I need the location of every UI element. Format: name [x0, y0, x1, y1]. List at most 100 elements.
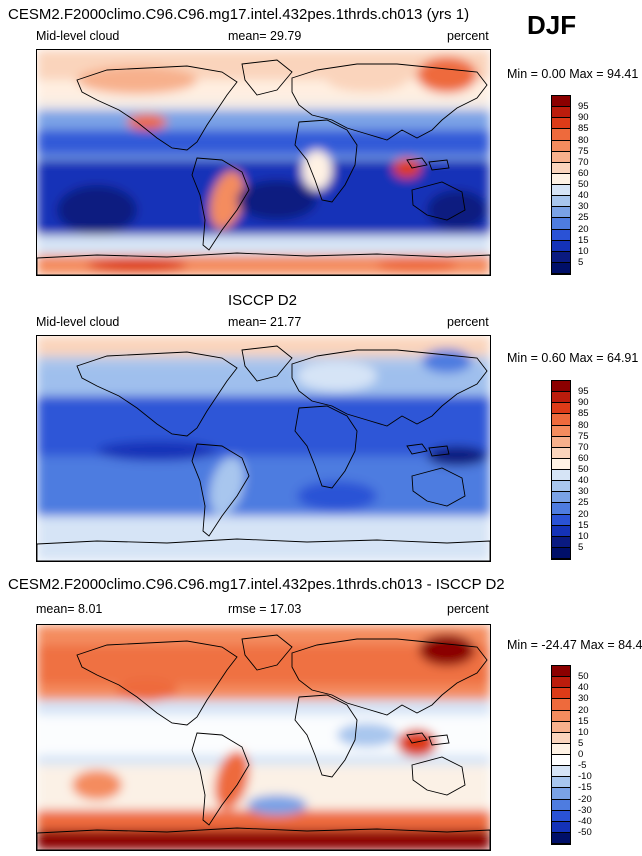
colorbar-tick-label: 25 [578, 497, 589, 509]
colorbar-tick-label: 90 [578, 112, 589, 124]
panel1-units: percent [447, 29, 489, 43]
coastline [291, 349, 488, 427]
coastline [191, 443, 250, 537]
coastline [428, 445, 450, 457]
field-band [37, 830, 490, 850]
colorbar-swatch [552, 151, 570, 163]
colorbar-tick-label: 30 [578, 201, 589, 213]
colorbar-swatch [552, 525, 570, 537]
colorbar-tick-label: 10 [578, 726, 589, 738]
field-contour [87, 258, 187, 272]
panel3-map [36, 624, 491, 851]
colorbar-tick-label: 85 [578, 123, 589, 135]
colorbar-tick-label: 90 [578, 397, 589, 409]
colorbar-swatch [552, 107, 570, 119]
panel3-colorbar: 50 40 30 20 15 10 5 0 -5 -10 -15 -20 -30 -40 -50 [551, 665, 592, 845]
panel1-colorbar: 95 90 85 80 75 70 60 50 40 30 25 20 15 10 5 [551, 95, 589, 275]
coastline [241, 59, 293, 96]
colorbar-tick-label: 5 [578, 541, 584, 553]
field-contour [419, 634, 475, 666]
field-band [37, 356, 490, 396]
field-contour [302, 150, 332, 190]
colorbar-swatch [552, 129, 570, 141]
colorbar-tick-label: 60 [578, 452, 589, 464]
colorbar-swatch [552, 458, 570, 470]
field-contour [127, 114, 167, 130]
colorbar-swatch [552, 403, 570, 415]
colorbar-tick-label: 20 [578, 508, 589, 520]
coastline [191, 157, 250, 251]
field-band [37, 516, 490, 561]
colorbar-tick-label: 70 [578, 156, 589, 168]
coastline [241, 345, 293, 382]
colorbar-tick-label: 5 [578, 256, 584, 268]
colorbar-swatch [552, 832, 570, 844]
colorbar-swatch [552, 503, 570, 515]
field-contour [209, 170, 245, 230]
colorbar-tick-label: 25 [578, 212, 589, 224]
colorbar-tick-label: -5 [578, 760, 587, 772]
coastline [294, 405, 358, 489]
panel2-field [37, 336, 490, 561]
colorbar-swatch [552, 677, 570, 689]
colorbar-swatch [552, 710, 570, 722]
colorbar-swatch [552, 788, 570, 800]
field-band [37, 130, 490, 155]
colorbar-tick-label: -50 [578, 826, 592, 838]
field-contour [327, 68, 407, 92]
colorbar-swatch [552, 162, 570, 174]
season-label: DJF [527, 10, 577, 40]
panel3-units: percent [447, 602, 489, 616]
coastline [37, 538, 490, 561]
coastline [411, 756, 466, 796]
colorbar-tick-label: -15 [578, 782, 592, 794]
colorbar-tick-label: 50 [578, 179, 589, 190]
colorbar-swatch [552, 755, 570, 767]
colorbar-swatch [552, 514, 570, 526]
colorbar-tick-label: 80 [578, 134, 589, 146]
colorbar-tick-label: 20 [578, 704, 589, 716]
colorbar-tick-label: 10 [578, 245, 589, 257]
field-contour [247, 795, 307, 815]
field-contour [297, 481, 377, 511]
colorbar-tick-label: -10 [578, 771, 592, 783]
colorbar-tick-label: 5 [578, 737, 584, 749]
colorbar-swatch [552, 262, 570, 274]
panel3-minmax: Min = -24.47 Max = 84.44 [507, 638, 642, 652]
coastline [191, 732, 250, 826]
colorbar-swatch [552, 732, 570, 744]
colorbar-swatch [552, 96, 570, 108]
field-contour [427, 190, 487, 230]
coastline [291, 63, 488, 141]
coastline [37, 827, 490, 850]
colorbar-tick-label: 70 [578, 441, 589, 453]
colorbar-tick-label: -30 [578, 804, 592, 816]
coastline [428, 159, 450, 171]
coastline [294, 694, 358, 778]
colorbar-tick-label: 15 [578, 234, 589, 246]
colorbar-swatch [552, 173, 570, 185]
coastline [76, 65, 238, 151]
field-band [37, 810, 490, 830]
field-contour [427, 446, 487, 466]
coastline [406, 443, 428, 455]
field-contour [393, 158, 421, 178]
panel1-minmax: Min = 0.00 Max = 94.41 [507, 67, 639, 81]
colorbar-swatch [552, 688, 570, 700]
colorbar-swatch [552, 140, 570, 152]
panel2-units: percent [447, 315, 489, 329]
colorbar-swatch [552, 436, 570, 448]
colorbar-tick-label: 50 [578, 671, 589, 683]
panel2-mean: mean= 21.77 [228, 315, 302, 329]
panel2-variable: Mid-level cloud [36, 315, 120, 329]
colorbar-tick-label: 95 [578, 386, 589, 398]
field-contour [57, 185, 137, 235]
colorbar-tick-label: 95 [578, 101, 589, 113]
colorbar-tick-label: 40 [578, 475, 589, 487]
field-contour [214, 750, 250, 810]
field-contour [377, 257, 457, 273]
coastline [406, 732, 428, 744]
coastline [406, 157, 428, 169]
field-contour [117, 678, 177, 702]
colorbar-swatch [552, 118, 570, 130]
